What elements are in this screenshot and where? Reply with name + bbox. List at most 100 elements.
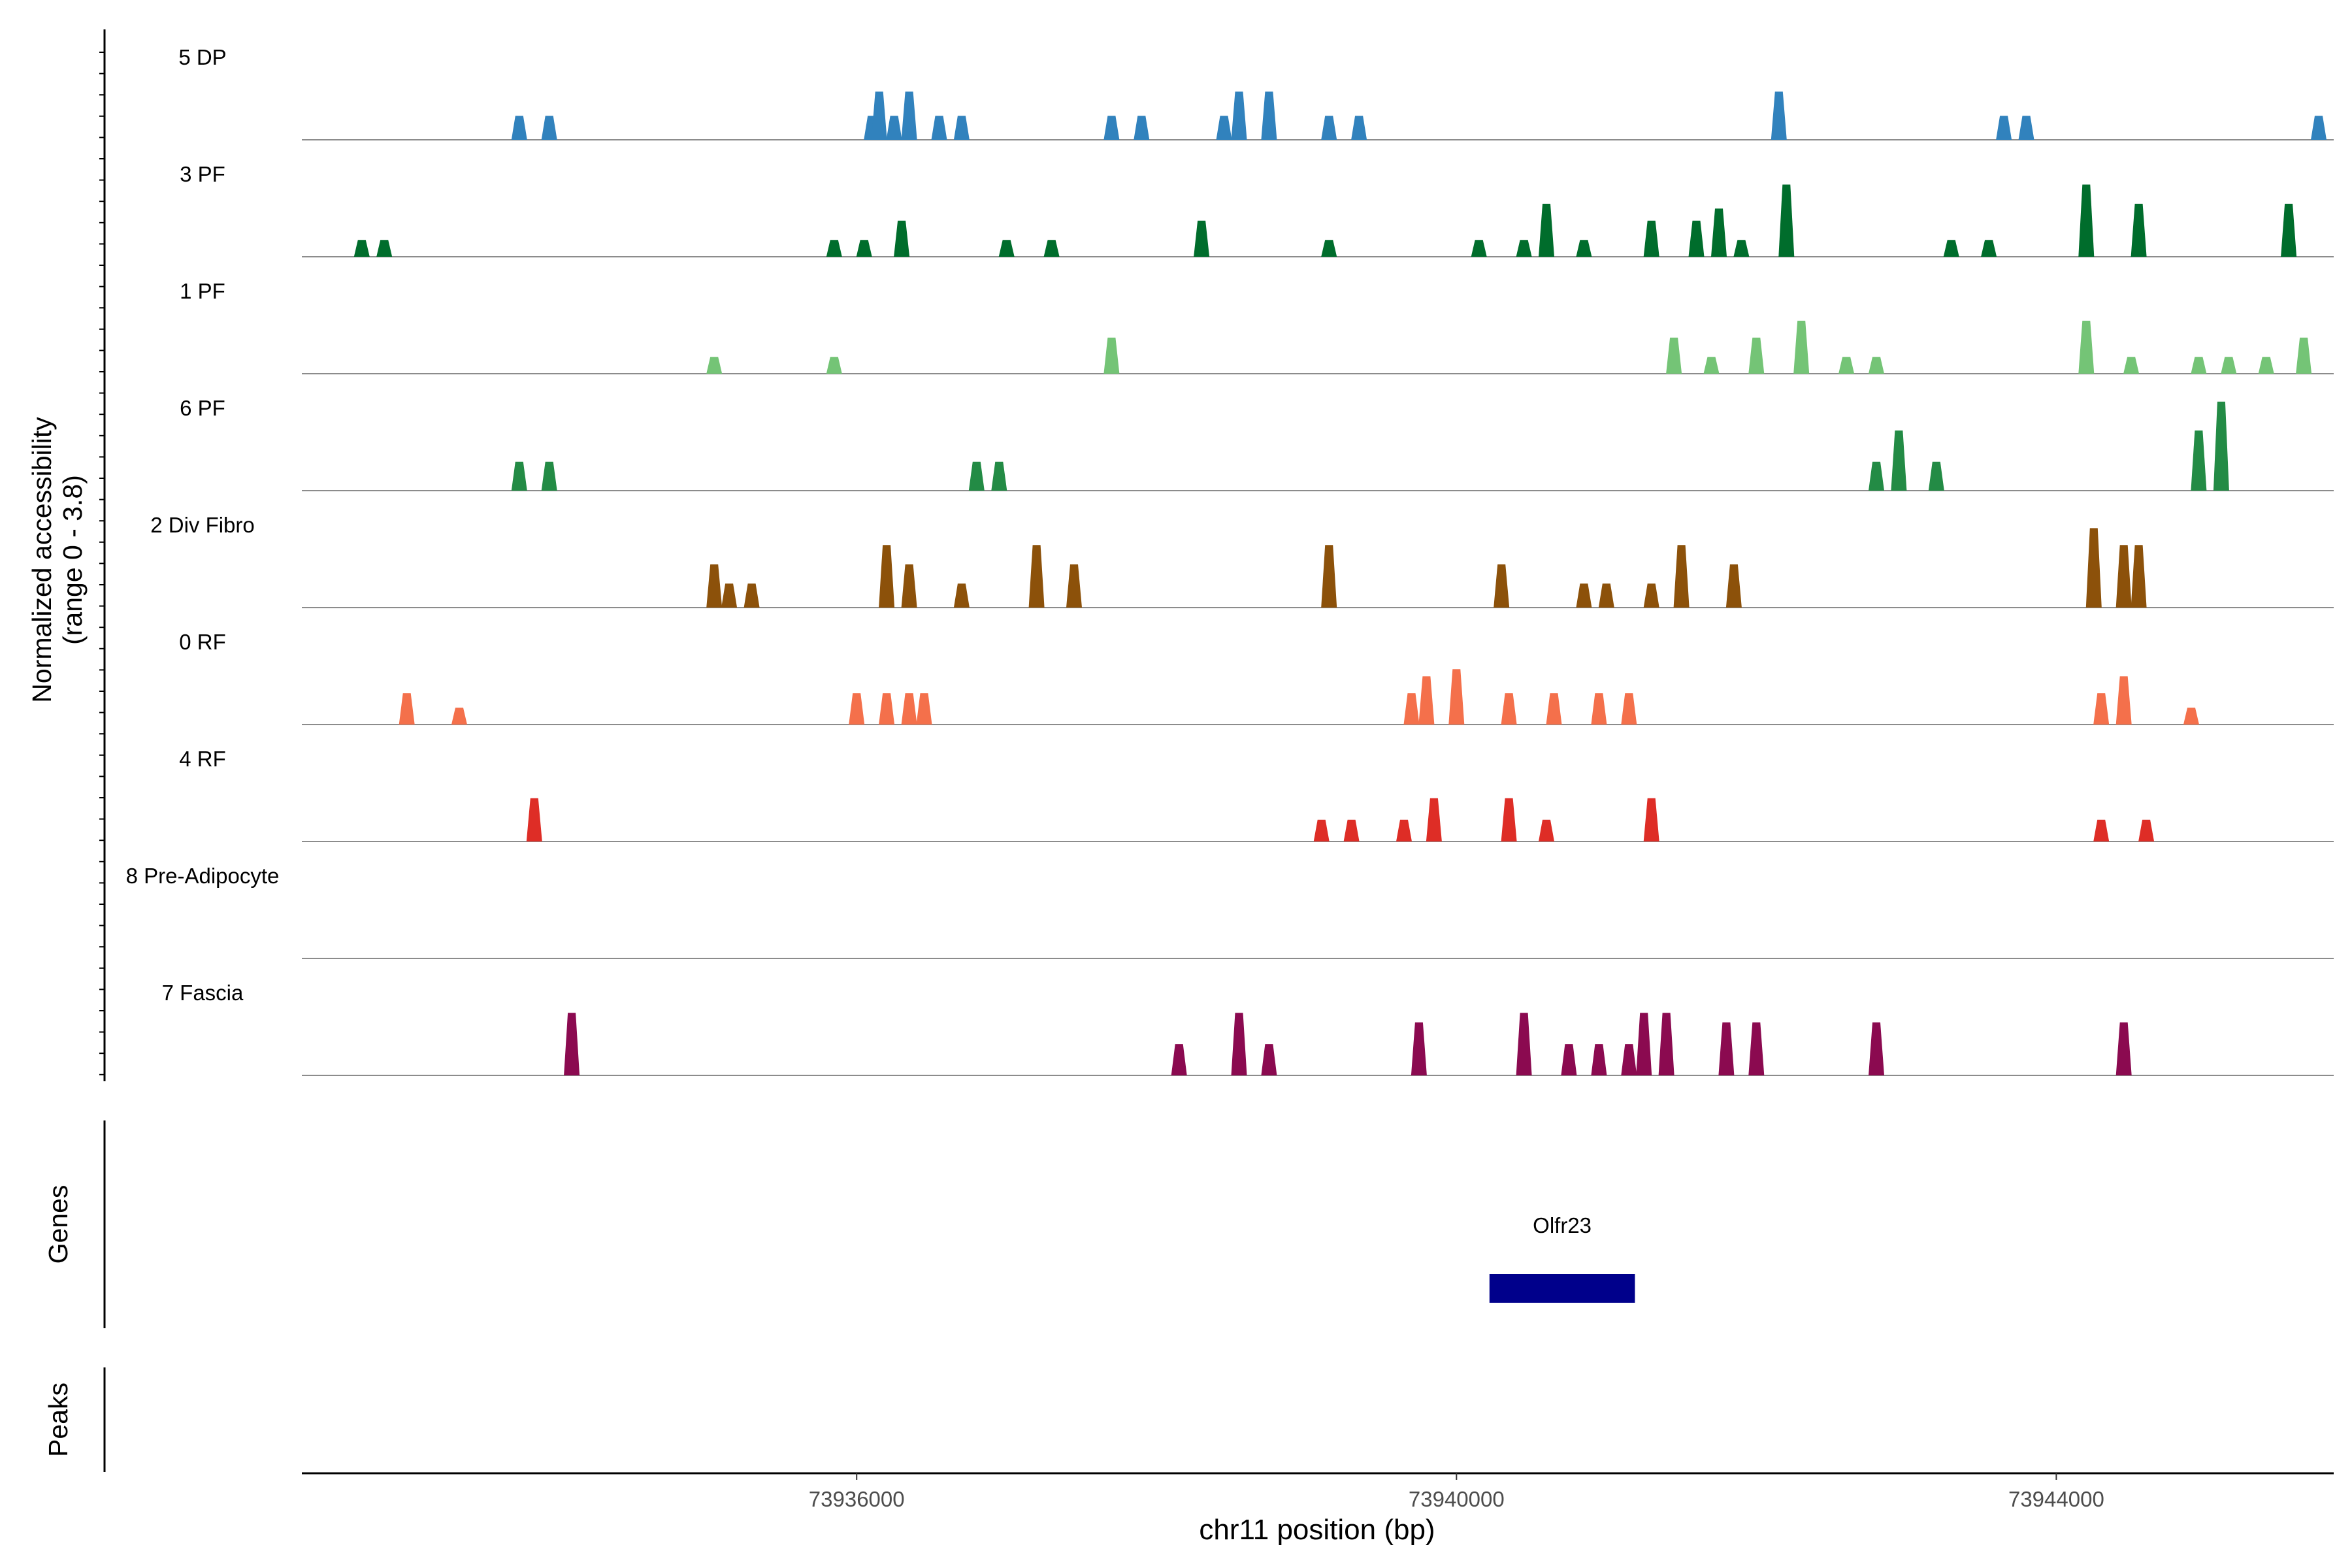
accessibility-peak: [826, 240, 842, 257]
accessibility-peak: [541, 461, 557, 491]
accessibility-peak: [1718, 1022, 1735, 1075]
genes-layer: Olfr23: [1489, 1213, 1635, 1303]
accessibility-peak: [2138, 819, 2155, 841]
accessibility-peak: [2183, 708, 2199, 725]
accessibility-peak: [1216, 116, 1232, 140]
accessibility-peak: [1494, 564, 1510, 608]
accessibility-peak: [879, 693, 895, 725]
accessibility-peak: [1516, 1013, 1532, 1075]
accessibility-peak: [706, 357, 723, 374]
accessibility-peak: [564, 1013, 580, 1075]
accessibility-peak: [1658, 1013, 1674, 1075]
accessibility-peak: [1313, 819, 1330, 841]
x-axis-title: chr11 position (bp): [1199, 1514, 1435, 1546]
accessibility-peak: [1261, 91, 1277, 140]
accessibility-peak: [1321, 240, 1337, 257]
accessibility-peak: [1576, 583, 1592, 608]
accessibility-peak: [886, 116, 902, 140]
accessibility-peak: [376, 240, 393, 257]
accessibility-peak: [1561, 1044, 1577, 1075]
track-label: 6 PF: [180, 396, 225, 420]
accessibility-peak: [1231, 1013, 1247, 1075]
accessibility-peak: [2131, 545, 2147, 608]
accessibility-peak: [901, 91, 917, 140]
accessibility-peak: [1688, 220, 1705, 257]
accessibility-peak: [1621, 693, 1637, 725]
accessibility-peak: [1261, 1044, 1277, 1075]
accessibility-peak: [1643, 798, 1659, 841]
accessibility-peak: [849, 693, 865, 725]
accessibility-peak: [1396, 819, 1412, 841]
accessibility-peak: [1194, 220, 1210, 257]
accessibility-peak: [2115, 1022, 2132, 1075]
peaks-track: Peaks: [43, 1367, 106, 1472]
track-6-pf: 6 PF: [180, 396, 2334, 491]
accessibility-peak: [1231, 91, 1247, 140]
accessibility-peak: [451, 708, 467, 725]
accessibility-peak: [1711, 208, 1727, 257]
accessibility-peak: [2281, 203, 2297, 257]
accessibility-peak: [1643, 220, 1659, 257]
track-1-pf: 1 PF: [180, 279, 2334, 374]
accessibility-peak: [1411, 1022, 1427, 1075]
accessibility-peak: [1351, 116, 1367, 140]
accessibility-peak: [1771, 91, 1787, 140]
accessibility-peak: [1869, 1022, 1884, 1075]
accessibility-peak: [991, 461, 1007, 491]
x-tick-label: 73944000: [2008, 1487, 2104, 1511]
accessibility-peak: [1725, 564, 1742, 608]
accessibility-peak: [1539, 819, 1554, 841]
accessibility-peak: [968, 461, 985, 491]
accessibility-peak: [856, 240, 872, 257]
accessibility-peak: [953, 583, 970, 608]
track-label: 1 PF: [180, 279, 225, 303]
accessibility-peak: [1418, 676, 1435, 725]
track-label: 7 Fascia: [162, 981, 244, 1005]
accessibility-peak: [526, 798, 542, 841]
accessibility-peak: [1943, 240, 1959, 257]
track-label: 0 RF: [179, 630, 226, 654]
accessibility-peak: [1501, 798, 1517, 841]
accessibility-peak: [901, 693, 917, 725]
track-8-pre-adipocyte: 8 Pre-Adipocyte: [126, 864, 2334, 959]
accessibility-peak: [871, 91, 887, 140]
peaks-track-label: Peaks: [43, 1382, 73, 1457]
accessibility-peak: [1576, 240, 1592, 257]
accessibility-peak: [1793, 320, 1810, 374]
accessibility-peak: [1426, 798, 1442, 841]
genes-track-label: Genes: [43, 1185, 73, 1264]
accessibility-peak: [2115, 545, 2132, 608]
accessibility-peak: [706, 564, 723, 608]
accessibility-peak: [1981, 240, 1997, 257]
accessibility-peak: [1171, 1044, 1187, 1075]
accessibility-peak: [916, 693, 932, 725]
accessibility-peak: [1546, 693, 1562, 725]
accessibility-peak: [1598, 583, 1614, 608]
accessibility-peak: [2296, 337, 2312, 374]
accessibility-peak: [511, 461, 527, 491]
accessibility-peak: [1471, 240, 1487, 257]
track-label: 4 RF: [179, 747, 226, 771]
x-tick-label: 73936000: [809, 1487, 905, 1511]
accessibility-peak: [1748, 1022, 1765, 1075]
accessibility-peak: [2093, 693, 2110, 725]
track-3-pf: 3 PF: [180, 162, 2334, 257]
track-label: 3 PF: [180, 162, 225, 186]
accessibility-peak: [1928, 461, 1944, 491]
gene-olfr23: [1489, 1274, 1635, 1303]
accessibility-peak: [1103, 116, 1120, 140]
accessibility-peak: [2093, 819, 2110, 841]
accessibility-peak: [1539, 203, 1554, 257]
accessibility-peak: [901, 564, 917, 608]
y-axis-label-line2: (range 0 - 3.8): [57, 475, 88, 645]
accessibility-peak: [2115, 676, 2132, 725]
track-7-fascia: 7 Fascia: [162, 981, 2334, 1076]
gene-label: Olfr23: [1533, 1213, 1592, 1237]
genes-track: Genes Olfr23: [43, 1120, 1635, 1328]
accessibility-peak: [2213, 401, 2229, 491]
accessibility-peak: [953, 116, 970, 140]
accessibility-peak: [353, 240, 370, 257]
accessibility-peak: [1134, 116, 1150, 140]
accessibility-peak: [2191, 357, 2207, 374]
accessibility-peak: [826, 357, 842, 374]
